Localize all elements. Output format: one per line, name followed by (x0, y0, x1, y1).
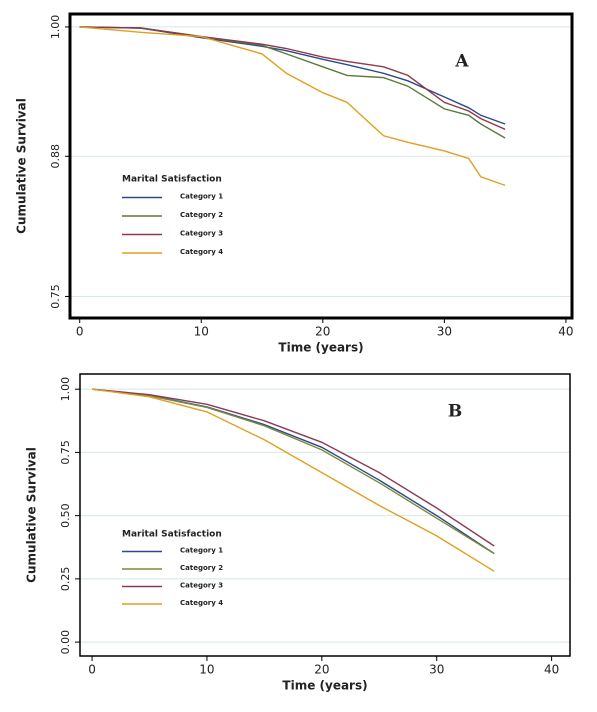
legend-label: Category 1 (180, 193, 223, 201)
y-tick-label: 0.00 (59, 630, 72, 655)
series-line (92, 388, 495, 547)
x-axis-title: Time (years) (278, 341, 363, 355)
legend-title: Marital Satisfaction (122, 175, 222, 185)
x-tick-label: 10 (194, 325, 209, 339)
legend-label: Category 3 (180, 582, 223, 590)
y-tick-label: 0.88 (49, 144, 62, 169)
legend-label: Category 1 (180, 547, 223, 555)
y-tick-label: 1.00 (59, 377, 72, 402)
series-line (79, 26, 506, 125)
x-tick-label: 30 (437, 325, 452, 339)
x-tick-label: 0 (88, 663, 96, 677)
legend-label: Category 2 (180, 211, 223, 219)
y-tick-label: 0.50 (59, 503, 72, 528)
x-tick-label: 20 (314, 663, 329, 677)
x-tick-label: 10 (199, 663, 214, 677)
x-tick-label: 0 (76, 325, 84, 339)
y-tick-label: 0.75 (49, 284, 62, 309)
series-line (92, 388, 495, 572)
series-line (92, 388, 495, 555)
y-axis-title: Cumulative Survival (15, 98, 29, 234)
x-tick-label: 30 (429, 663, 444, 677)
legend-label: Category 2 (180, 564, 223, 572)
x-axis-title: Time (years) (282, 679, 367, 693)
plot-frame (79, 373, 571, 657)
legend-label: Category 4 (180, 248, 223, 256)
x-tick-label: 40 (544, 663, 559, 677)
legend-label: Category 4 (180, 599, 223, 607)
panel-label: A (454, 52, 469, 72)
y-tick-label: 0.25 (59, 567, 72, 592)
series-line (79, 26, 506, 187)
plot-frame (68, 12, 574, 320)
series-line (79, 26, 506, 130)
x-tick-label: 20 (315, 325, 330, 339)
y-axis-title: Cumulative Survival (25, 447, 39, 583)
series-line (79, 26, 506, 139)
panel-label: B (448, 402, 462, 422)
legend-title: Marital Satisfaction (122, 530, 222, 540)
legend-label: Category 3 (180, 230, 223, 238)
y-tick-label: 0.75 (59, 440, 72, 465)
x-tick-label: 40 (558, 325, 573, 339)
y-tick-label: 1.00 (49, 15, 62, 40)
